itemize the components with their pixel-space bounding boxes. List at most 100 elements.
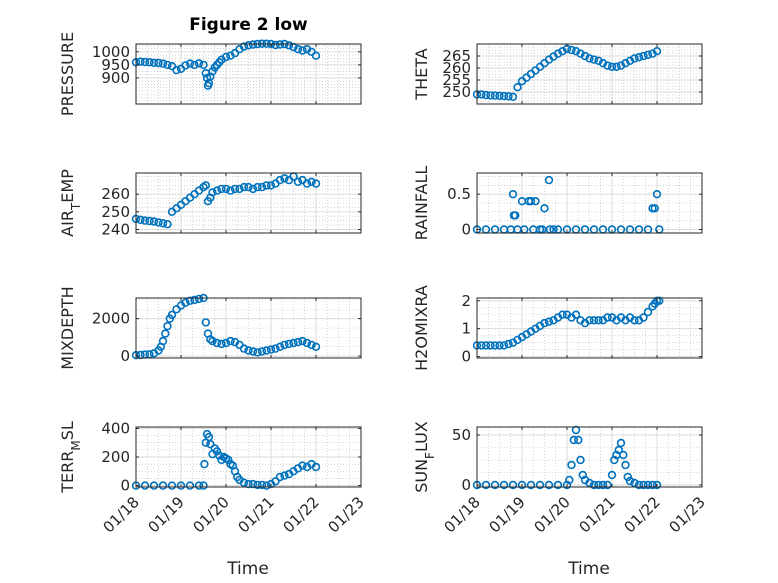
data-point	[149, 217, 159, 226]
data-series	[131, 429, 321, 490]
x-tick-label: 01/21	[576, 493, 619, 536]
y-tick-label: 0.5	[447, 185, 471, 203]
data-point	[639, 51, 648, 61]
data-point	[614, 445, 623, 455]
data-point	[481, 90, 491, 100]
data-point	[616, 438, 626, 448]
data-point	[167, 481, 177, 490]
data-point	[544, 480, 554, 490]
data-point	[289, 338, 298, 348]
panel-mixdepth: 0 2000 MIXDEPTH	[58, 286, 362, 370]
data-point	[248, 184, 258, 194]
data-point	[517, 480, 527, 490]
data-point	[280, 471, 289, 480]
y-axis-label: MIXDEPTH	[58, 286, 77, 369]
data-point	[490, 480, 500, 490]
data-point	[145, 216, 154, 226]
y-tick-label: 250	[442, 83, 471, 101]
data-point	[158, 219, 168, 228]
data-point	[140, 57, 150, 67]
data-point	[280, 340, 289, 350]
x-tick-label: 01/22	[280, 493, 323, 536]
data-point	[302, 179, 312, 188]
data-point	[565, 475, 574, 485]
data-point	[226, 186, 235, 195]
data-point	[630, 54, 639, 63]
data-point	[616, 61, 626, 70]
x-tick-label: 01/23	[666, 493, 709, 536]
axes-box	[476, 426, 703, 488]
data-point	[495, 341, 504, 350]
data-point	[650, 204, 659, 213]
y-tick-label: 0	[461, 476, 471, 494]
data-point	[619, 450, 628, 460]
x-tick-label: 01/20	[531, 493, 574, 536]
data-point	[266, 181, 276, 190]
y-axis-label: AIRTEMP	[58, 169, 83, 237]
data-point	[181, 61, 190, 70]
data-point	[253, 348, 262, 357]
data-point	[639, 480, 648, 490]
y-axis-label: SUNFLUX	[412, 421, 437, 493]
y-tick-label: 2000	[92, 310, 130, 328]
y-tick-label: 0	[120, 477, 130, 495]
data-point	[226, 336, 235, 346]
data-point	[194, 59, 204, 68]
data-point	[221, 338, 231, 348]
data-point	[275, 342, 285, 351]
data-point	[262, 181, 271, 190]
data-point	[598, 480, 608, 490]
data-point	[293, 337, 303, 347]
chart-title: Figure 2 low	[189, 15, 308, 35]
data-point	[298, 336, 307, 346]
data-point	[244, 41, 253, 50]
data-point	[163, 220, 172, 229]
minor-grid	[135, 173, 362, 233]
data-point	[307, 177, 316, 187]
data-point	[594, 316, 603, 325]
axes-box	[476, 172, 703, 234]
data-point	[511, 211, 520, 220]
y-tick-label: 265	[442, 47, 471, 65]
data-point	[558, 46, 567, 56]
data-point	[490, 341, 500, 350]
axes-box	[135, 172, 362, 234]
data-point	[589, 316, 599, 325]
data-point	[262, 346, 271, 355]
data-point	[499, 91, 509, 101]
data-point	[571, 46, 581, 56]
minor-grid	[476, 427, 703, 487]
data-point	[639, 313, 648, 322]
data-point	[190, 295, 199, 305]
data-point	[298, 461, 307, 470]
data-point	[206, 335, 215, 344]
data-point	[206, 439, 215, 449]
data-point	[594, 56, 603, 65]
data-point	[145, 58, 154, 67]
data-point	[212, 338, 222, 348]
data-point	[576, 455, 585, 465]
data-point	[217, 184, 226, 194]
data-point	[136, 57, 145, 66]
data-point	[257, 182, 267, 192]
data-point	[576, 49, 585, 58]
x-tick-label: 01/18	[100, 493, 143, 536]
data-point	[607, 470, 617, 480]
data-point	[172, 65, 181, 75]
data-point	[610, 455, 619, 465]
y-tick-label: 260	[101, 185, 130, 203]
data-point	[544, 175, 554, 185]
data-point	[212, 186, 222, 195]
data-point	[176, 481, 186, 490]
data-point	[477, 341, 486, 350]
data-point	[621, 58, 630, 68]
data-point	[154, 58, 163, 68]
data-point	[540, 204, 549, 213]
data-point	[136, 215, 145, 225]
data-point	[239, 182, 249, 192]
panel-h2omixra: 0 1 2 H2OMIXRA	[412, 285, 703, 371]
data-point	[311, 462, 321, 472]
data-point	[603, 313, 612, 322]
data-point	[271, 477, 280, 486]
